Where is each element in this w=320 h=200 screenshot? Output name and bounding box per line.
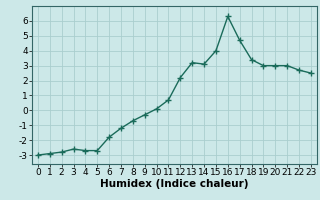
X-axis label: Humidex (Indice chaleur): Humidex (Indice chaleur) [100, 179, 249, 189]
